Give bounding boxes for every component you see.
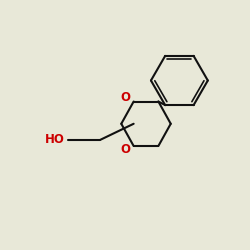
Text: O: O (120, 143, 130, 156)
Text: HO: HO (44, 133, 64, 146)
Text: O: O (120, 91, 130, 104)
